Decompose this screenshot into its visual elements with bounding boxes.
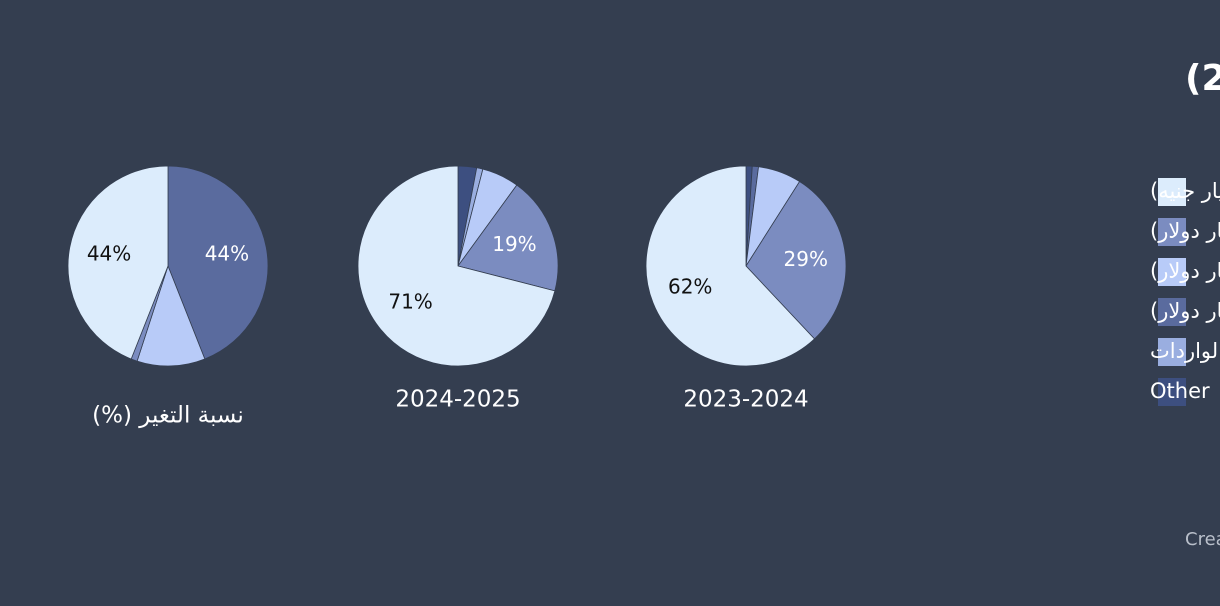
pie-slice bbox=[457, 184, 559, 292]
data-label: 44% bbox=[205, 241, 249, 265]
pie-slice bbox=[136, 264, 206, 367]
pie-title: 2023-2024 bbox=[683, 387, 808, 413]
data-label: 29% bbox=[784, 247, 828, 271]
data-label: 44% bbox=[87, 241, 131, 265]
footer: رسم: زاوية ثالثة • المصدر: بيانات الجهاز… bbox=[1185, 529, 1220, 550]
pie-title: نسبة التغير (%) bbox=[92, 403, 244, 429]
legend-swatch bbox=[1158, 298, 1186, 326]
data-label: 19% bbox=[492, 232, 536, 256]
pie-title: 2024-2025 bbox=[395, 387, 520, 413]
legend-label: الدين الخارجي (مليار دولار) bbox=[1150, 219, 1220, 243]
data-label: 62% bbox=[668, 275, 712, 299]
pie-slice bbox=[67, 165, 169, 360]
pie-slice bbox=[167, 165, 269, 360]
legend-swatch bbox=[1158, 218, 1186, 246]
legend-label: Other bbox=[1150, 379, 1210, 403]
pie-slice bbox=[357, 165, 556, 367]
pie-slice bbox=[645, 165, 816, 367]
legend-label: معدل نمو الواردات bbox=[1150, 339, 1220, 363]
legend-swatch bbox=[1158, 178, 1186, 206]
chart-title: مؤشرات المالية العامة والتجارة الخارجية … bbox=[1185, 58, 1220, 99]
legend-swatch bbox=[1158, 338, 1186, 366]
legend-label: الفائض الأولي (مليار جنيه) bbox=[1150, 178, 1220, 203]
legend-swatch bbox=[1158, 258, 1186, 286]
pie-slice bbox=[745, 181, 847, 340]
legend-swatch bbox=[1158, 378, 1186, 406]
legend-label: الفائض الأولي (مليار دولار) bbox=[1150, 298, 1220, 323]
legend-label: العجز التجاري (مليار دولار) bbox=[1150, 259, 1220, 283]
data-label: 71% bbox=[388, 289, 432, 313]
